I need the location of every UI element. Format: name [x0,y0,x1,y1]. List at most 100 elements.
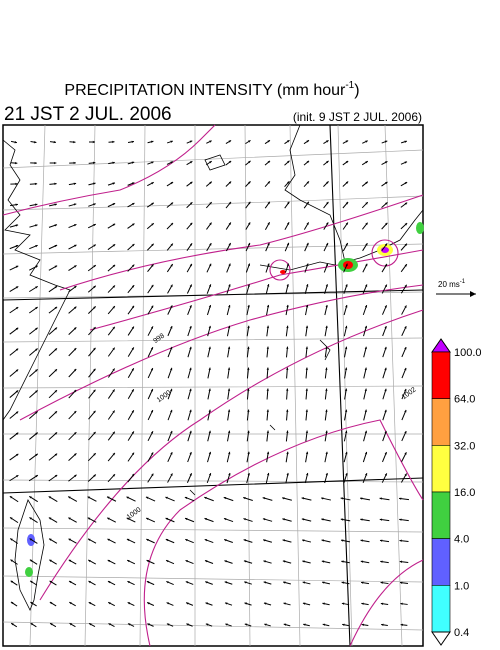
wind-arrow-head [286,304,289,308]
wind-arrow-head [166,602,170,605]
wind-arrow-head [208,388,211,391]
wind-arrow-head [29,538,33,541]
wind-arrow-head [49,580,53,584]
wind-arrow-head [404,367,407,371]
wind-arrow-head [325,451,328,455]
wind-arrow-head [321,539,324,542]
wind-arrow-head [74,474,77,478]
wind-arrow-head [365,161,368,164]
wind-arrow-head [93,474,96,477]
wind-arrow-head [345,263,348,267]
wind-arrow-head [146,560,150,563]
wind-arrow-head [127,560,130,563]
wind-arrow-head [165,538,169,542]
wind-arrow-head [404,305,407,308]
wind-arrow-head [286,140,290,143]
wind-arrow-head [189,367,192,371]
wind-arrow-head [48,496,52,499]
wind-arrow-head [189,452,192,455]
wind-arrow-head [146,581,150,584]
wind-arrow-head [54,369,57,372]
wind-arrow-head [34,161,37,165]
wind-arrow-head [344,409,348,412]
wind-arrow-head [15,390,19,393]
wind-arrow-head [69,581,72,584]
wind-arrow-head [30,623,34,626]
wind-arrow-head [399,539,402,542]
wind-arrow-head [150,410,153,413]
wind-arrow-head [73,244,77,247]
wind-arrow-head [321,560,325,563]
wind-arrow-head [170,452,173,455]
wind-arrow-head [227,346,231,350]
wind-arrow-head [404,326,407,329]
wind-arrow-head [165,496,168,500]
wind-arrow-head [364,451,368,455]
colorbar-label: 1.0 [454,580,469,592]
wind-arrow-head [379,539,383,542]
wind-arrow-head [283,602,286,605]
wind-arrow-head [247,242,251,246]
wind-arrow-head [54,390,57,393]
wind-arrow-head [170,409,173,413]
wind-arrow-head [266,409,269,412]
wind-arrow-head [189,305,192,308]
wind-arrow-head [186,602,189,605]
wind-arrow-head [131,347,134,350]
wind-arrow-head [50,623,53,626]
wind-arrow-head [11,623,14,626]
wind-arrow-head [243,518,246,521]
wind-arrow-head [404,264,407,267]
wind-arrow-head [227,409,231,412]
wind-arrow-head [365,263,368,267]
wind-arrow-head [384,305,387,308]
wind-arrow-head [131,244,135,247]
wind-arrow-head [131,389,134,392]
wind-arrow-head [228,201,232,205]
wind-arrow-head [170,222,173,226]
wind-arrow-head [325,430,328,434]
wind-arrow-head [131,223,135,226]
wind-arrow-head [151,264,154,267]
wind-arrow-head [404,243,407,247]
wind-arrow-head [306,140,309,143]
wind-arrow-head [147,623,150,626]
wind-arrow-head [15,348,19,351]
wind-arrow-head [112,203,116,206]
wind-arrow-head [361,581,364,584]
wind-arrow-head [189,430,192,434]
wind-arrow-head [344,430,348,434]
wind-arrow-head [248,160,251,164]
wind-arrow-head [35,224,38,227]
wind-arrow-head [166,560,169,563]
wind-arrow-head [73,224,77,227]
wind-arrow-head [35,348,38,351]
wind-arrow-head [112,389,115,392]
isobars [2,124,424,647]
wind-arrow-head [29,517,32,520]
wind-arrow-head [266,325,270,329]
wind-arrow-head [364,284,368,287]
wind-arrow-head [205,602,209,605]
wind-arrow-head [30,602,33,605]
wind-arrow-head [247,263,251,267]
wind-arrow-head [227,388,231,391]
wind-arrow-head [131,326,134,330]
wind-arrow-head [151,473,154,477]
wind-arrow-head [301,497,305,500]
wind-arrow-head [107,581,111,584]
wind-arrow-head [325,325,328,329]
wind-arrow-head [340,518,344,521]
wind-arrow-head [112,452,115,456]
wind-arrow-head [131,140,134,144]
wind-arrow-head [35,432,38,435]
wind-arrow-head [400,623,403,627]
wind-arrow-head [342,623,345,626]
wind-arrow-head [93,244,96,247]
wind-arrow-head [380,602,384,605]
wind-arrow-head [248,222,251,225]
wind-arrow-head [151,284,154,288]
wind-arrow-head [93,306,96,309]
wind-arrow-head [306,242,309,246]
